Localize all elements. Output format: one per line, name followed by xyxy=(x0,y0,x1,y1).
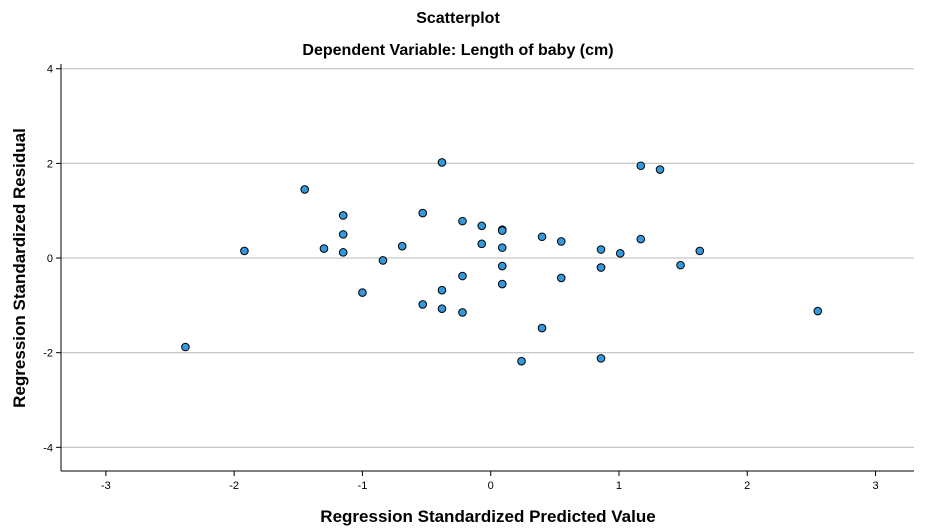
data-point xyxy=(655,165,665,174)
data-point xyxy=(615,249,625,258)
data-point xyxy=(358,288,367,297)
data-point xyxy=(556,273,566,283)
data-point xyxy=(437,158,447,167)
data-point xyxy=(338,211,348,220)
data-point xyxy=(378,256,388,265)
x-tick-label: -3 xyxy=(101,480,111,492)
data-point xyxy=(437,304,447,313)
data-point xyxy=(537,323,547,333)
data-point xyxy=(636,234,646,244)
data-point xyxy=(458,216,467,226)
data-point xyxy=(497,226,507,235)
data-point xyxy=(676,260,685,270)
data-point xyxy=(338,248,348,257)
data-point xyxy=(497,279,507,289)
x-tick-label: -1 xyxy=(358,480,368,492)
chart-title: Scatterplot xyxy=(416,10,500,27)
data-point xyxy=(537,232,547,242)
data-point xyxy=(437,285,447,295)
y-tick-label: -2 xyxy=(43,348,53,360)
data-point xyxy=(596,245,606,254)
data-point xyxy=(596,263,606,272)
data-point xyxy=(181,342,190,352)
data-point xyxy=(477,239,487,249)
data-point xyxy=(695,246,705,256)
data-point xyxy=(813,306,823,316)
data-point xyxy=(300,185,310,194)
data-point xyxy=(338,230,348,239)
data-point xyxy=(517,356,526,366)
data-point xyxy=(497,243,507,252)
data-point xyxy=(240,246,249,256)
x-axis-ticks: -3 -2 -1 0 1 2 3 xyxy=(101,471,879,492)
data-point xyxy=(636,161,646,171)
y-tick-label: 2 xyxy=(47,158,53,170)
gridlines xyxy=(61,68,914,448)
y-tick-label: 0 xyxy=(47,253,53,265)
x-tick-label: 1 xyxy=(616,480,622,492)
y-axis-label: Regression Standardized Residual xyxy=(10,128,29,408)
x-axis-label: Regression Standardized Predicted Value xyxy=(320,507,655,526)
data-point xyxy=(418,208,428,218)
data-point xyxy=(596,354,606,363)
data-point xyxy=(458,271,467,281)
data-point xyxy=(556,237,566,246)
x-tick-label: -2 xyxy=(229,480,239,492)
data-point xyxy=(319,244,329,253)
y-tick-label: -4 xyxy=(43,442,53,454)
chart-subtitle: Dependent Variable: Length of baby (cm) xyxy=(302,42,613,59)
data-point xyxy=(458,308,467,317)
data-point xyxy=(418,300,428,309)
x-tick-label: 0 xyxy=(488,480,494,492)
data-point xyxy=(477,221,487,231)
data-point xyxy=(497,261,507,271)
x-tick-label: 2 xyxy=(744,480,750,492)
y-tick-label: 4 xyxy=(47,64,53,76)
data-points xyxy=(181,158,823,366)
x-tick-label: 3 xyxy=(872,480,878,492)
data-point xyxy=(397,241,407,251)
y-axis-ticks: -4 -2 0 2 4 xyxy=(43,64,61,454)
